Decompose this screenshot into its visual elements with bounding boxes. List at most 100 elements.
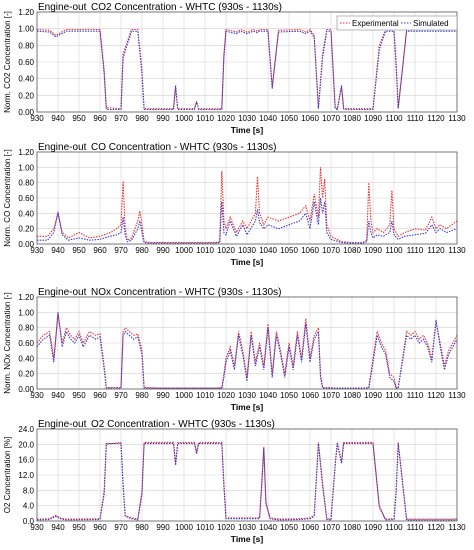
x-tick-label: 1130 xyxy=(448,523,466,532)
y-tick-label: 0.00 xyxy=(18,240,34,249)
x-tick-label: 970 xyxy=(114,246,128,255)
x-tick-label: 1060 xyxy=(301,391,319,400)
y-tick-label: 1.00 xyxy=(18,308,34,317)
y-tick-label: 0.60 xyxy=(18,194,34,203)
chart-panel-3: 930 940 950 960 970 980 990 1000 1010 1020 1030 104… xyxy=(3,287,466,412)
y-tick-label: 4.0 xyxy=(23,502,35,511)
x-tick-label: 1060 xyxy=(301,114,319,123)
x-tick-label: 980 xyxy=(135,391,149,400)
x-tick-label: 930 xyxy=(30,523,44,532)
x-tick-label: 1100 xyxy=(385,523,403,532)
x-tick-label: 1040 xyxy=(259,114,277,123)
y-tick-label: 20.0 xyxy=(18,440,34,449)
plot-frame xyxy=(36,428,458,522)
x-tick-label: 1030 xyxy=(238,246,256,255)
x-tick-label: 1120 xyxy=(427,523,445,532)
x-tick-label: 1130 xyxy=(448,391,466,400)
x-tick-label: 1000 xyxy=(175,523,193,532)
y-axis-label: Norm. CO Concentration [-] xyxy=(3,149,12,246)
y-tick-label: 1.20 xyxy=(18,148,34,157)
x-tick-label: 1060 xyxy=(301,523,319,532)
x-axis-label: Time [s] xyxy=(231,402,264,412)
x-tick-label: 1000 xyxy=(175,246,193,255)
y-tick-label: 0.20 xyxy=(18,225,34,234)
x-tick-label: 980 xyxy=(135,246,149,255)
series-line-simulated xyxy=(36,443,457,521)
x-tick-label: 1050 xyxy=(280,246,298,255)
x-tick-label: 960 xyxy=(93,391,107,400)
legend: Experimental Simulated xyxy=(336,15,458,31)
x-tick-label: 950 xyxy=(72,523,86,532)
y-axis-label: Norm. NOx Concentration [-] xyxy=(3,292,12,393)
y-tick-label: 0.40 xyxy=(18,75,34,84)
x-axis-label: Time [s] xyxy=(231,257,264,267)
y-tick-label: 1.00 xyxy=(18,25,34,34)
x-tick-label: 990 xyxy=(156,391,170,400)
y-tick-label: 16.0 xyxy=(18,456,34,465)
x-tick-label: 1040 xyxy=(259,391,277,400)
x-tick-label: 940 xyxy=(51,523,65,532)
x-tick-label: 1100 xyxy=(385,391,403,400)
chart-title: NOx Concentration - WHTC (930s - 1130s) xyxy=(91,287,281,298)
x-tick-label: 1030 xyxy=(238,114,256,123)
y-tick-label: 0.20 xyxy=(18,91,34,100)
x-tick-label: 1120 xyxy=(427,114,445,123)
chart-panel-4: 930 940 950 960 970 980 990 1000 1010 1020 1030 104… xyxy=(3,419,466,544)
chart-prefix: Engine-out xyxy=(38,419,87,430)
x-tick-label: 1100 xyxy=(385,246,403,255)
x-tick-label: 980 xyxy=(135,114,149,123)
y-tick-label: 24.0 xyxy=(18,425,34,434)
y-tick-label: 0.40 xyxy=(18,209,34,218)
x-tick-label: 1080 xyxy=(343,523,361,532)
chart-title: CO Concentration - WHTC (930s - 1130s) xyxy=(91,142,276,153)
y-axis-label: Norm. CO2 Concentration [-] xyxy=(3,11,12,113)
x-tick-label: 1060 xyxy=(301,246,319,255)
x-tick-label: 1010 xyxy=(196,114,214,123)
y-tick-label: 0.00 xyxy=(18,385,34,394)
chart-prefix: Engine-out xyxy=(38,287,87,298)
x-tick-label: 930 xyxy=(30,246,44,255)
x-tick-label: 1050 xyxy=(280,523,298,532)
x-tick-label: 1080 xyxy=(343,246,361,255)
x-tick-label: 1090 xyxy=(364,114,382,123)
x-tick-label: 1130 xyxy=(448,246,466,255)
x-tick-label: 1120 xyxy=(427,246,445,255)
chart-title: CO2 Concentration - WHTC (930s - 1130s) xyxy=(91,2,282,13)
x-tick-label: 950 xyxy=(72,391,86,400)
y-tick-label: 0.00 xyxy=(18,108,34,117)
x-tick-label: 930 xyxy=(30,391,44,400)
legend-label-experimental: Experimental xyxy=(352,19,399,28)
series-line-simulated xyxy=(36,30,457,111)
legend-box xyxy=(336,15,458,31)
x-tick-label: 990 xyxy=(156,114,170,123)
y-tick-label: 1.20 xyxy=(18,293,34,302)
x-tick-label: 940 xyxy=(51,391,65,400)
x-tick-label: 1080 xyxy=(343,114,361,123)
x-tick-label: 970 xyxy=(114,391,128,400)
y-axis-label: O2 Concentration [%] xyxy=(3,437,12,513)
x-tick-label: 950 xyxy=(72,246,86,255)
y-tick-label: 0.60 xyxy=(18,58,34,67)
x-tick-label: 960 xyxy=(93,114,107,123)
x-tick-label: 1000 xyxy=(175,114,193,123)
y-tick-label: 0.60 xyxy=(18,339,34,348)
x-tick-label: 1030 xyxy=(238,523,256,532)
x-tick-label: 970 xyxy=(114,114,128,123)
y-tick-label: 0.80 xyxy=(18,179,34,188)
x-tick-label: 1030 xyxy=(238,391,256,400)
x-tick-label: 970 xyxy=(114,523,128,532)
y-tick-label: 8.0 xyxy=(23,486,35,495)
x-tick-label: 1110 xyxy=(407,114,424,123)
y-tick-label: 0.0 xyxy=(23,517,35,526)
x-tick-label: 1070 xyxy=(322,114,340,123)
x-tick-label: 1020 xyxy=(217,114,235,123)
x-tick-label: 1110 xyxy=(407,523,424,532)
x-tick-label: 960 xyxy=(93,523,107,532)
plot-frame xyxy=(36,296,458,390)
x-tick-label: 1090 xyxy=(364,246,382,255)
x-tick-label: 930 xyxy=(30,114,44,123)
x-axis-label: Time [s] xyxy=(231,534,264,544)
chart-panel-2: 930 940 950 960 970 980 990 1000 1010 1020 1030 104… xyxy=(3,142,466,267)
x-tick-label: 980 xyxy=(135,523,149,532)
x-tick-label: 1000 xyxy=(175,391,193,400)
